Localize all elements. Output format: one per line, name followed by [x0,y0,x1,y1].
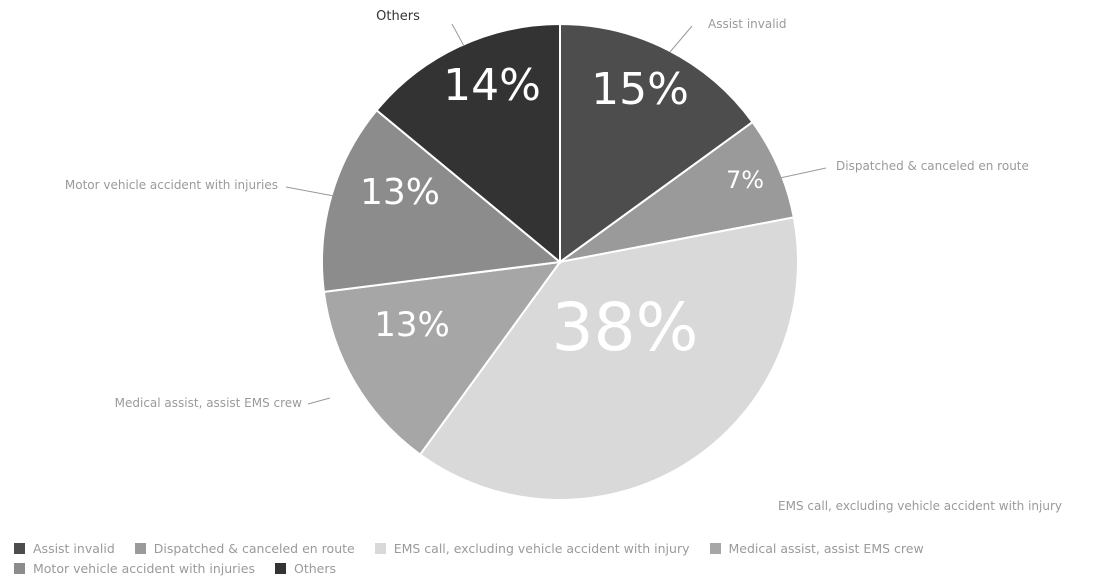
leader-line-0 [669,25,693,53]
legend-label: Motor vehicle accident with injuries [33,560,255,576]
legend: Assist invalid Dispatched & canceled en … [14,538,1114,578]
legend-item-others: Others [275,561,336,576]
pie-percent-label-5: 14% [443,60,541,111]
leader-line-5 [451,23,465,47]
pie-percent-label-1: 7% [726,166,764,194]
legend-swatch [275,562,286,574]
pie-slice-5 [375,22,561,265]
leader-line-1 [779,167,827,179]
legend-item-motor-vehicle: Motor vehicle accident with injuries [14,561,255,576]
pie-percent-label-3: 13% [374,305,450,345]
legend-label: Medical assist, assist EMS crew [728,540,924,556]
legend-item-ems-call: EMS call, excluding vehicle accident wit… [374,540,690,556]
pie-slice-1 [559,120,795,263]
legend-item-dispatched: Dispatched & canceled en route [134,540,355,556]
legend-swatch [709,542,721,554]
pie-percent-label-2: 38% [552,289,699,366]
leader-line-4 [285,186,335,197]
slice-category-label-0: Assist invalid [708,17,787,31]
legend-label: Assist invalid [33,540,115,556]
legend-item-medical-assist: Medical assist, assist EMS crew [709,540,924,556]
leader-line-3 [307,397,331,405]
pie-percent-label-4: 13% [360,172,440,213]
legend-swatch [14,542,25,554]
legend-label: Others [294,560,337,576]
legend-row-1: Assist invalid Dispatched & canceled en … [14,538,1114,558]
legend-swatch [14,562,25,574]
legend-label: EMS call, excluding vehicle accident wit… [393,540,690,556]
pie-chart: 15% Assist invalid 7% Dispatched & canceled… [65,9,1062,513]
slice-category-label-5: Others [376,9,420,24]
pie-slice-3 [322,260,563,456]
pie-slice-0 [559,22,754,264]
legend-row-2: Motor vehicle accident with injuries Oth… [14,558,1114,578]
legend-item-assist-invalid: Assist invalid [14,541,115,556]
slice-category-label-3: Medical assist, assist EMS crew [115,396,303,410]
pie-percent-label-0: 15% [591,64,689,115]
legend-swatch [374,542,386,554]
slice-category-label-1: Dispatched & canceled en route [836,159,1029,173]
slice-category-label-2: EMS call, excluding vehicle accident wit… [778,499,1062,513]
slice-category-label-4: Motor vehicle accident with injuries [65,178,278,192]
pie-slice-2 [418,216,799,501]
legend-swatch [134,542,146,554]
legend-label: Dispatched & canceled en route [153,540,355,556]
